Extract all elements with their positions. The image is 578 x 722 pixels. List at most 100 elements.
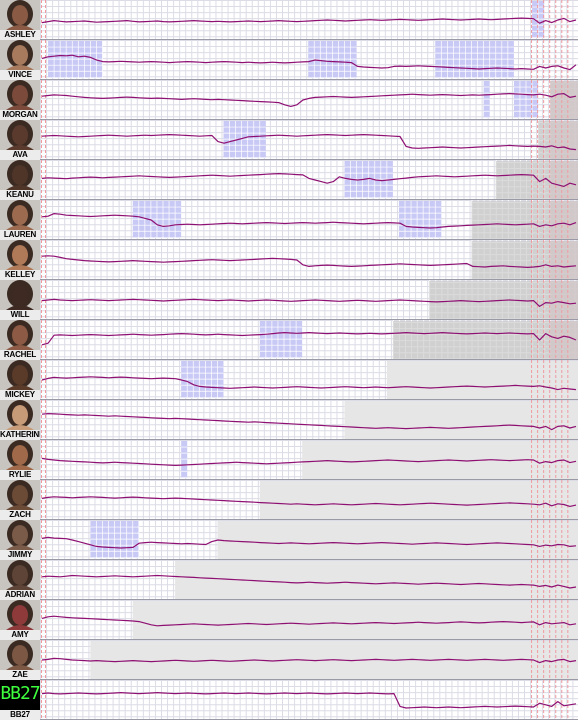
contestant-name: VINCE bbox=[0, 70, 40, 80]
portrait bbox=[0, 360, 40, 390]
evicted-grid-fill bbox=[392, 321, 578, 359]
contestant-name: BB27 bbox=[0, 710, 40, 720]
contestant-avatar: ZACH bbox=[0, 480, 40, 520]
contestant-avatar: AMY bbox=[0, 600, 40, 640]
contestant-avatar: MORGAN bbox=[0, 80, 40, 120]
portrait-shoulders bbox=[6, 345, 34, 350]
contestant-name: LAUREN bbox=[0, 230, 40, 240]
contestant-name: RACHEL bbox=[0, 350, 40, 360]
contestant-name: MORGAN bbox=[0, 110, 40, 120]
portrait bbox=[0, 440, 40, 470]
contestant-name: KATHERINE bbox=[0, 430, 40, 440]
portrait-shoulders bbox=[6, 185, 34, 190]
portrait-shoulders bbox=[6, 305, 34, 310]
portrait bbox=[0, 120, 40, 150]
contestant-name: ZAE bbox=[0, 670, 40, 680]
evicted-region bbox=[217, 521, 578, 559]
plot-background bbox=[40, 0, 578, 40]
portrait-shoulders bbox=[6, 265, 34, 270]
contestant-row: WILL bbox=[0, 280, 578, 320]
contestant-row: KEANU bbox=[0, 160, 578, 200]
portrait-shoulders bbox=[6, 105, 34, 110]
jury-region bbox=[550, 201, 578, 239]
portrait-shoulders bbox=[6, 585, 34, 590]
contestant-avatar: RACHEL bbox=[0, 320, 40, 360]
contestant-row: AMY bbox=[0, 600, 578, 640]
portrait bbox=[0, 560, 40, 590]
contestant-name: MICKEY bbox=[0, 390, 40, 400]
logo-box: BB27 bbox=[0, 680, 40, 710]
portrait-face bbox=[12, 365, 28, 385]
trajectory-line bbox=[41, 298, 577, 307]
contestant-row: MICKEY bbox=[0, 360, 578, 400]
portrait-shoulders bbox=[6, 425, 34, 430]
trajectory-line bbox=[41, 457, 577, 466]
contestant-row: KATHERINE bbox=[0, 400, 578, 440]
trajectory-line bbox=[41, 413, 577, 431]
jury-region bbox=[550, 281, 578, 319]
portrait-face bbox=[12, 405, 28, 425]
portrait-face bbox=[12, 5, 28, 25]
jury-region bbox=[550, 241, 578, 279]
contestant-row: ZAE bbox=[0, 640, 578, 680]
portrait-face bbox=[12, 605, 28, 625]
portrait bbox=[0, 40, 40, 70]
trajectory-plot bbox=[40, 360, 578, 400]
trajectory-plot bbox=[40, 480, 578, 520]
trajectory-plot bbox=[40, 400, 578, 440]
contestant-row: VINCE bbox=[0, 40, 578, 80]
jury-region bbox=[550, 121, 578, 159]
contestant-avatar: ADRIAN bbox=[0, 560, 40, 600]
contestant-avatar: MICKEY bbox=[0, 360, 40, 400]
contestant-avatar: VINCE bbox=[0, 40, 40, 80]
contestant-row: MORGAN bbox=[0, 80, 578, 120]
evicted-region bbox=[132, 601, 578, 639]
portrait-face bbox=[12, 565, 28, 585]
portrait bbox=[0, 400, 40, 430]
trajectory-line bbox=[41, 54, 577, 71]
contestant-name: ADRIAN bbox=[0, 590, 40, 600]
trajectory-plot bbox=[40, 160, 578, 200]
trajectory-line bbox=[41, 536, 577, 549]
portrait-face bbox=[12, 205, 28, 225]
evicted-region bbox=[344, 401, 578, 439]
trajectory-line bbox=[41, 173, 577, 187]
portrait bbox=[0, 640, 40, 670]
trajectory-plot bbox=[40, 560, 578, 600]
contestant-name: AVA bbox=[0, 150, 40, 160]
trajectory-line bbox=[41, 213, 577, 229]
trajectory-plot bbox=[40, 320, 578, 360]
portrait bbox=[0, 80, 40, 110]
trajectory-plot bbox=[40, 0, 578, 40]
contestant-avatar: JIMMY bbox=[0, 520, 40, 560]
contestant-row: RACHEL bbox=[0, 320, 578, 360]
trajectory-line bbox=[41, 496, 577, 507]
portrait-face bbox=[12, 445, 28, 465]
contestant-name: KEANU bbox=[0, 190, 40, 200]
portrait-shoulders bbox=[6, 385, 34, 390]
portrait bbox=[0, 0, 40, 30]
portrait-face bbox=[12, 165, 28, 185]
contestant-row: RYLIE bbox=[0, 440, 578, 480]
contestant-row: ASHLEY bbox=[0, 0, 578, 40]
evicted-region bbox=[386, 361, 578, 399]
contestant-avatar: AVA bbox=[0, 120, 40, 160]
contestant-row: ADRIAN bbox=[0, 560, 578, 600]
portrait-face bbox=[12, 645, 28, 665]
jury-region bbox=[550, 81, 578, 119]
portrait bbox=[0, 600, 40, 630]
logo-text: BB27 bbox=[0, 683, 40, 704]
contestant-name: ASHLEY bbox=[0, 30, 40, 40]
contestant-avatar: ASHLEY bbox=[0, 0, 40, 40]
contestant-row: KELLEY bbox=[0, 240, 578, 280]
portrait-shoulders bbox=[6, 225, 34, 230]
trajectory-line bbox=[41, 376, 577, 391]
contestant-name: KELLEY bbox=[0, 270, 40, 280]
contestant-name: JIMMY bbox=[0, 550, 40, 560]
portrait-face bbox=[12, 285, 28, 305]
jury-region bbox=[550, 321, 578, 359]
portrait-shoulders bbox=[6, 65, 34, 70]
contestant-avatar: ZAE bbox=[0, 640, 40, 680]
portrait bbox=[0, 520, 40, 550]
